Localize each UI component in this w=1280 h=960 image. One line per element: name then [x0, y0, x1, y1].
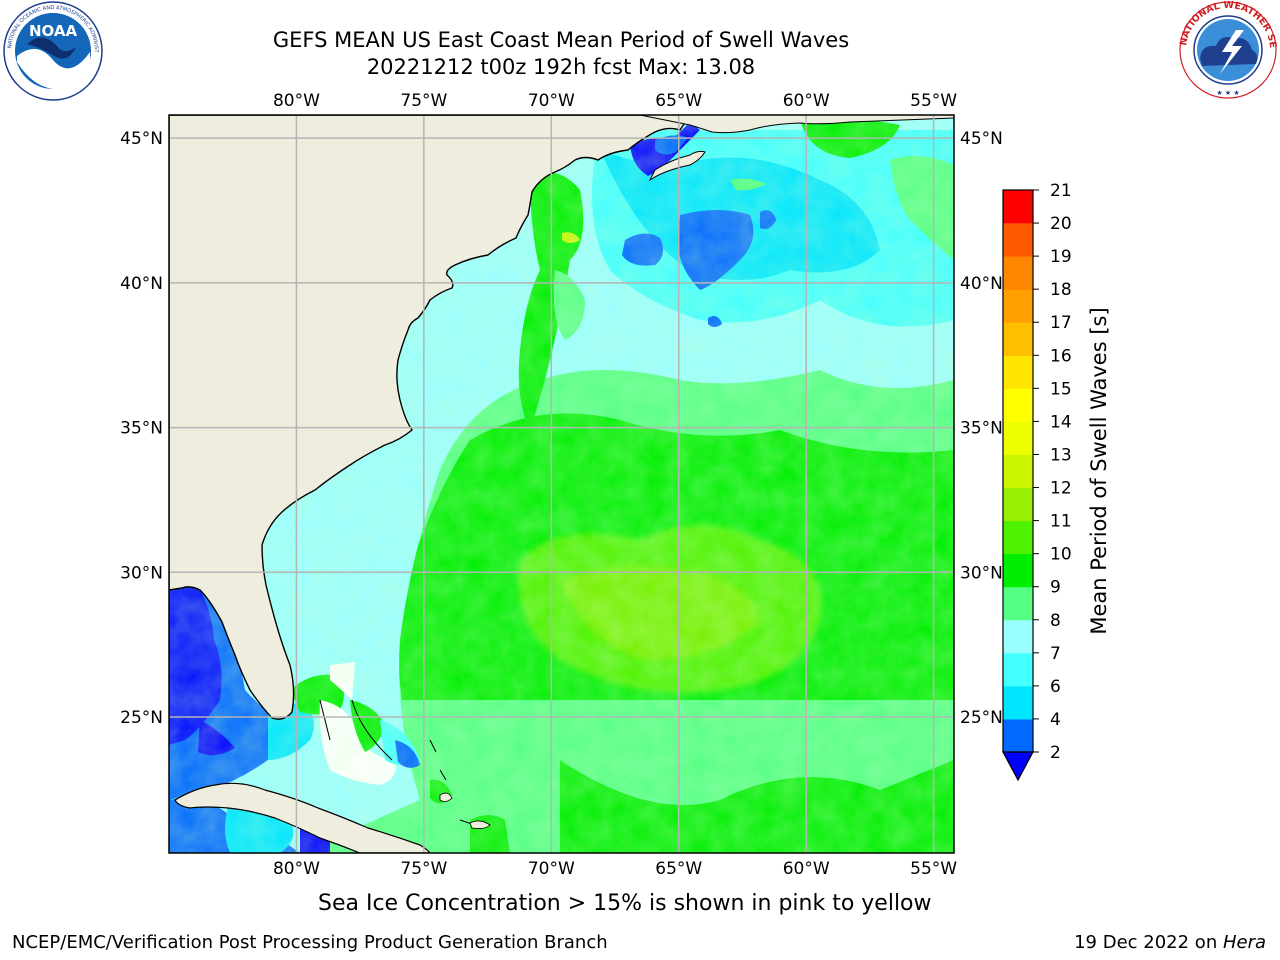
sea-ice-note: Sea Ice Concentration > 15% is shown in … — [318, 891, 932, 916]
colorbar-tick-label: 20 — [1050, 214, 1072, 234]
land-maritimes — [639, 115, 954, 134]
footer-date: 19 Dec 2022 on Hera — [1074, 932, 1266, 953]
colorbar-segment — [1003, 454, 1033, 489]
colorbar-segment — [1003, 289, 1033, 323]
footer-date-text: 19 Dec 2022 on — [1074, 932, 1223, 953]
lon-label-bottom: 70°W — [528, 859, 575, 879]
lat-label-right: 40°N — [960, 274, 1003, 294]
lon-label-bottom: 60°W — [783, 859, 830, 879]
colorbar-tick-label: 17 — [1050, 313, 1072, 333]
nws-logo-icon: NATIONAL WEATHER SERVICE ★ ★ ★ — [1178, 0, 1278, 99]
colorbar-tick-label: 21 — [1050, 181, 1072, 201]
colorbar-segment — [1003, 520, 1033, 555]
lat-label-right: 30°N — [960, 563, 1003, 583]
colorbar-segment — [1003, 685, 1033, 720]
map-frame — [168, 114, 955, 854]
lat-label-left: 35°N — [120, 419, 163, 439]
colorbar-tick-label: 9 — [1050, 578, 1061, 598]
chart-subtitle: 20221212 t00z 192h fcst Max: 13.08 — [366, 55, 756, 79]
colorbar-segment — [1003, 586, 1033, 621]
lon-label-top: 60°W — [783, 91, 830, 111]
svg-text:★ ★ ★: ★ ★ ★ — [1216, 89, 1239, 97]
colorbar-frame — [1002, 189, 1034, 753]
noaa-logo-text: NOAA — [29, 22, 78, 40]
colorbar-tick-label: 2 — [1050, 743, 1061, 763]
colorbar-segment — [1003, 322, 1033, 356]
lon-label-top: 65°W — [655, 91, 702, 111]
lat-label-right: 25°N — [960, 708, 1003, 728]
colorbar-segment — [1003, 190, 1033, 224]
colorbar-tick-label: 12 — [1050, 479, 1072, 499]
colorbar-segment — [1003, 388, 1033, 422]
land-cuba — [174, 782, 431, 853]
colorbar-tick-label: 16 — [1050, 346, 1072, 366]
colorbar-tick-label: 8 — [1050, 611, 1061, 631]
lon-label-top: 80°W — [273, 91, 320, 111]
lat-label-left: 40°N — [120, 274, 163, 294]
swell-period-field — [169, 115, 954, 853]
gridlines — [169, 115, 954, 853]
axis-tick-labels: 80°W 80°W 75°W 75°W 70°W 70°W 65°W 65°W 60°W 60°W… — [120, 91, 1003, 879]
chart-title: GEFS MEAN US East Coast Mean Period of S… — [272, 28, 850, 52]
lat-label-right: 45°N — [960, 129, 1003, 149]
land-north-america — [169, 115, 691, 720]
colorbar-label: Mean Period of Swell Waves [s] — [1087, 307, 1111, 634]
colorbar-tick-label: 15 — [1050, 379, 1072, 399]
lon-label-top: 75°W — [400, 91, 447, 111]
lat-label-left: 25°N — [120, 708, 163, 728]
colorbar-segment — [1003, 355, 1033, 389]
colorbar-segment — [1003, 619, 1033, 654]
colorbar-segment — [1003, 256, 1033, 290]
footer-credit: NCEP/EMC/Verification Post Processing Pr… — [12, 932, 608, 953]
colorbar-tick-label: 4 — [1050, 710, 1061, 730]
lon-label-bottom: 65°W — [655, 859, 702, 879]
colorbar-tick-label: 18 — [1050, 280, 1072, 300]
colorbar-segment — [1003, 487, 1033, 522]
colorbar-tick-label: 14 — [1050, 412, 1072, 432]
colorbar-tick-label: 7 — [1050, 644, 1061, 664]
noaa-logo-icon: NOAA NATIONAL OCEANIC AND ATMOSPHERIC AD… — [2, 0, 103, 101]
footer-machine: Hera — [1222, 932, 1266, 953]
colorbar-tick-label: 11 — [1050, 512, 1072, 532]
colorbar-segment — [1003, 421, 1033, 455]
lat-label-left: 30°N — [120, 563, 163, 583]
colorbar-segment — [1003, 223, 1033, 257]
colorbar-under-arrow — [1001, 751, 1035, 782]
lat-label-right: 35°N — [960, 419, 1003, 439]
colorbar-segment — [1003, 718, 1033, 753]
colorbar-tick-label: 10 — [1050, 545, 1072, 565]
colorbar-tick-label: 19 — [1050, 247, 1072, 267]
lon-label-bottom: 55°W — [910, 859, 957, 879]
lon-label-top: 70°W — [528, 91, 575, 111]
colorbar-tick-label: 13 — [1050, 445, 1072, 465]
lon-label-top: 55°W — [910, 91, 957, 111]
lon-label-bottom: 75°W — [400, 859, 447, 879]
colorbar-segment — [1003, 652, 1033, 687]
colorbar-segment — [1003, 553, 1033, 588]
colorbar: 2 4 6 7 8 9 10 11 12 13 14 15 16 17 18 19 20 21 Mean Perio… — [1001, 181, 1111, 782]
lon-label-bottom: 80°W — [273, 859, 320, 879]
colorbar-tick-label: 6 — [1050, 677, 1061, 697]
lat-label-left: 45°N — [120, 129, 163, 149]
